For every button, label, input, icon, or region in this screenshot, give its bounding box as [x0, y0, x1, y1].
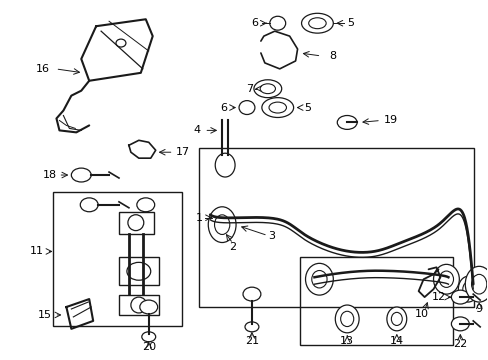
Ellipse shape: [335, 305, 358, 333]
Text: 14: 14: [389, 336, 403, 346]
Ellipse shape: [128, 215, 143, 231]
Text: 17: 17: [175, 147, 189, 157]
Ellipse shape: [243, 287, 260, 301]
Text: 8: 8: [328, 51, 336, 61]
Bar: [119, 212, 153, 234]
Text: 1: 1: [196, 213, 203, 223]
Text: 10: 10: [414, 309, 428, 319]
Ellipse shape: [137, 198, 154, 212]
Ellipse shape: [340, 311, 353, 327]
Ellipse shape: [301, 13, 333, 33]
Bar: [53, 192, 182, 326]
Text: 22: 22: [452, 339, 467, 349]
Text: 5: 5: [346, 18, 353, 28]
Text: 12: 12: [431, 292, 446, 302]
Ellipse shape: [208, 207, 236, 243]
Text: 11: 11: [29, 247, 43, 256]
Text: 18: 18: [42, 170, 56, 180]
Ellipse shape: [260, 84, 275, 94]
Ellipse shape: [244, 322, 258, 332]
Text: 15: 15: [38, 310, 51, 320]
Text: 16: 16: [36, 64, 49, 74]
Ellipse shape: [433, 264, 458, 294]
Ellipse shape: [131, 297, 146, 313]
Ellipse shape: [140, 300, 157, 314]
Ellipse shape: [450, 290, 468, 304]
Ellipse shape: [269, 16, 285, 30]
Bar: [119, 295, 158, 315]
Text: 20: 20: [142, 342, 156, 352]
Ellipse shape: [214, 215, 229, 234]
Ellipse shape: [450, 317, 468, 331]
Ellipse shape: [268, 102, 286, 113]
Bar: [299, 257, 452, 345]
Text: 13: 13: [340, 336, 353, 346]
Ellipse shape: [308, 18, 325, 29]
Text: 19: 19: [383, 116, 397, 126]
Text: 5: 5: [304, 103, 311, 113]
Text: 4: 4: [193, 125, 200, 135]
Text: 2: 2: [229, 243, 236, 252]
Ellipse shape: [116, 39, 126, 47]
Text: 21: 21: [244, 336, 259, 346]
Ellipse shape: [457, 276, 477, 302]
Ellipse shape: [127, 262, 150, 280]
Ellipse shape: [262, 98, 293, 117]
Ellipse shape: [462, 282, 473, 296]
Ellipse shape: [438, 271, 452, 287]
Text: 6: 6: [250, 18, 257, 28]
Bar: [119, 257, 158, 285]
Ellipse shape: [470, 274, 486, 294]
Ellipse shape: [239, 100, 254, 114]
Ellipse shape: [253, 80, 281, 98]
Text: 7: 7: [245, 84, 252, 94]
Text: 9: 9: [475, 304, 482, 314]
Ellipse shape: [142, 332, 155, 342]
Text: 6: 6: [220, 103, 226, 113]
Ellipse shape: [215, 153, 235, 177]
Ellipse shape: [337, 116, 356, 129]
Text: 3: 3: [267, 230, 274, 240]
Bar: [199, 148, 473, 307]
Ellipse shape: [464, 266, 488, 302]
Ellipse shape: [311, 270, 326, 288]
Ellipse shape: [386, 307, 406, 331]
Ellipse shape: [80, 198, 98, 212]
Ellipse shape: [305, 264, 333, 295]
Ellipse shape: [71, 168, 91, 182]
Ellipse shape: [390, 312, 402, 325]
